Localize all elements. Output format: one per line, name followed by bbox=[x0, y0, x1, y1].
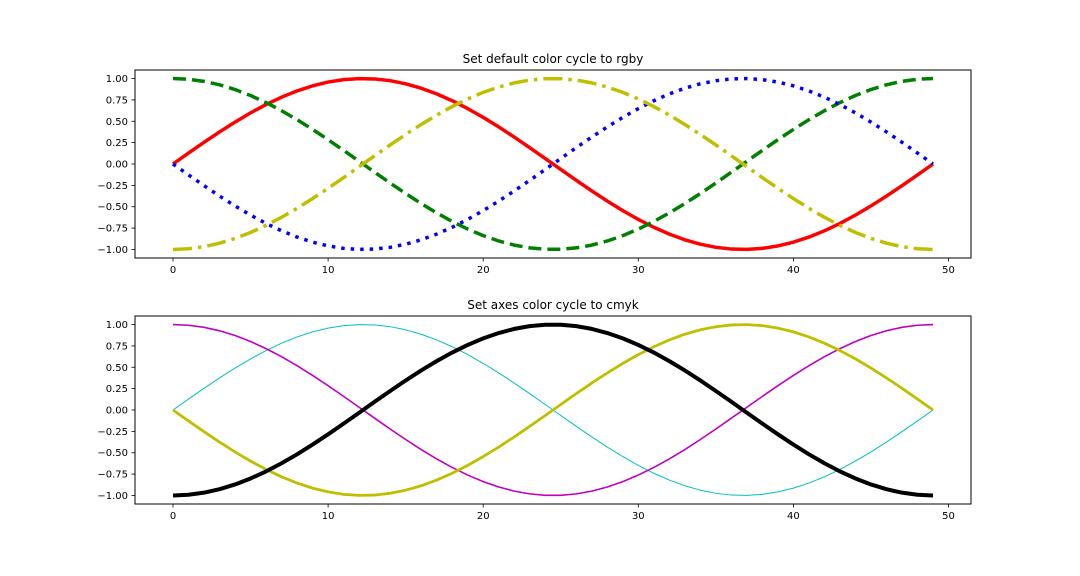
series-group bbox=[171, 76, 935, 252]
series-group bbox=[172, 322, 934, 498]
chart-title: Set axes color cycle to cmyk bbox=[467, 298, 638, 312]
x-tick-label: 40 bbox=[787, 265, 800, 276]
x-tick-label: 30 bbox=[632, 511, 645, 522]
y-tick-label: 1.00 bbox=[106, 74, 128, 85]
y-tick-label: 0.00 bbox=[106, 406, 128, 417]
y-tick-label: −0.25 bbox=[97, 427, 128, 438]
x-tick-label: 10 bbox=[322, 511, 335, 522]
y-tick-label: 0.00 bbox=[106, 160, 128, 171]
series-line-2 bbox=[172, 76, 934, 252]
y-tick-label: 0.50 bbox=[106, 117, 128, 128]
series-line-3 bbox=[172, 323, 934, 497]
x-tick-label: 0 bbox=[170, 265, 176, 276]
y-tick-label: −0.75 bbox=[97, 470, 128, 481]
y-tick-label: 0.50 bbox=[106, 363, 128, 374]
x-tick-label: 30 bbox=[632, 265, 645, 276]
y-tick-label: −0.50 bbox=[97, 202, 128, 213]
plot-frame bbox=[134, 315, 972, 505]
x-tick-label: 40 bbox=[787, 511, 800, 522]
y-tick-label: −1.00 bbox=[97, 491, 128, 502]
chart-axes-color-cycle: Set axes color cycle to cmyk 0 10 20 30 40 50… bbox=[97, 298, 972, 522]
plot-frame bbox=[134, 69, 972, 259]
y-tick-label: −0.25 bbox=[97, 181, 128, 192]
x-tick-label: 50 bbox=[942, 265, 955, 276]
axis-ticks: 0 10 20 30 40 50 1.00 0.75 0.50 0.25 0.00 −0.25 −0.5… bbox=[97, 74, 955, 276]
axis-ticks: 0 10 20 30 40 50 1.00 0.75 0.50 0.25 0.00 −0.25 −0.5… bbox=[97, 320, 955, 522]
series-line-1 bbox=[171, 76, 935, 252]
y-tick-label: −1.00 bbox=[97, 245, 128, 256]
chart-title: Set default color cycle to rgby bbox=[463, 52, 644, 66]
x-tick-label: 10 bbox=[322, 265, 335, 276]
series-line-2 bbox=[172, 323, 934, 497]
x-tick-label: 0 bbox=[170, 511, 176, 522]
series-line-4 bbox=[172, 322, 934, 498]
chart-default-color-cycle: Set default color cycle to rgby 0 10 20 30 4… bbox=[97, 52, 972, 276]
x-tick-label: 50 bbox=[942, 511, 955, 522]
y-tick-label: 1.00 bbox=[106, 320, 128, 331]
y-tick-label: 0.75 bbox=[106, 95, 128, 106]
x-tick-label: 20 bbox=[477, 265, 490, 276]
series-line-4 bbox=[172, 76, 934, 252]
y-tick-label: −0.50 bbox=[97, 448, 128, 459]
x-tick-label: 20 bbox=[477, 511, 490, 522]
y-tick-label: 0.25 bbox=[106, 138, 128, 149]
y-tick-label: 0.75 bbox=[106, 341, 128, 352]
y-tick-label: 0.25 bbox=[106, 384, 128, 395]
y-tick-label: −0.75 bbox=[97, 224, 128, 235]
